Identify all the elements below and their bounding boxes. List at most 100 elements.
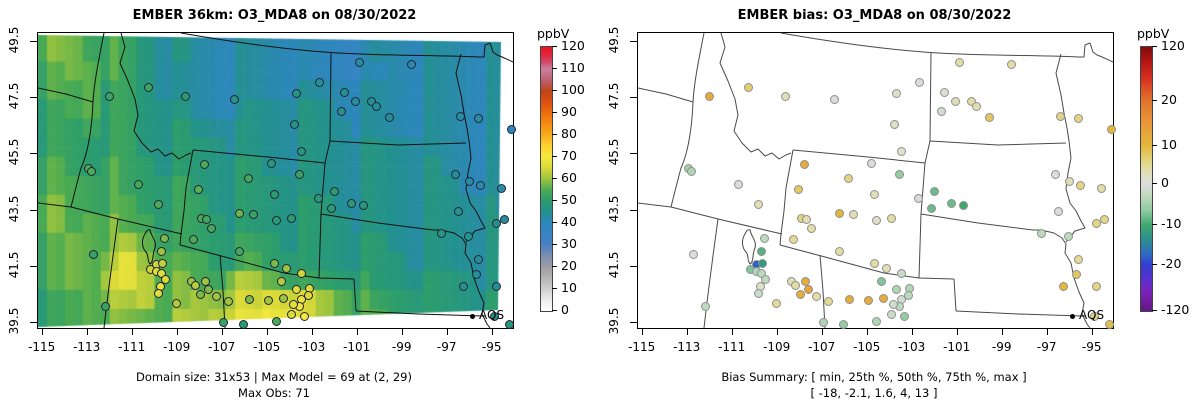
obs-site-marker[interactable] (296, 268, 306, 278)
obs-site-marker[interactable] (811, 291, 821, 301)
obs-site-marker[interactable] (299, 311, 309, 321)
obs-site-marker[interactable] (743, 82, 753, 92)
obs-site-marker[interactable] (458, 281, 468, 291)
obs-site-marker[interactable] (966, 96, 976, 106)
obs-site-marker[interactable] (795, 289, 805, 299)
obs-site-marker[interactable] (180, 91, 190, 101)
obs-site-marker[interactable] (1104, 319, 1114, 329)
obs-site-marker[interactable] (206, 223, 216, 233)
obs-site-marker[interactable] (958, 200, 968, 210)
obs-site-marker[interactable] (806, 223, 816, 233)
obs-site-marker[interactable] (276, 276, 286, 286)
obs-site-marker[interactable] (790, 280, 800, 290)
obs-site-marker[interactable] (271, 215, 281, 225)
obs-site-marker[interactable] (199, 159, 209, 169)
obs-site-marker[interactable] (203, 284, 213, 294)
obs-site-marker[interactable] (891, 88, 901, 98)
obs-site-marker[interactable] (291, 88, 301, 98)
obs-site-marker[interactable] (1006, 59, 1016, 69)
obs-site-marker[interactable] (489, 311, 499, 321)
obs-site-marker[interactable] (894, 169, 904, 179)
obs-site-marker[interactable] (788, 234, 798, 244)
bias-map[interactable]: AQS (637, 32, 1116, 329)
obs-site-marker[interactable] (450, 169, 460, 179)
obs-site-marker[interactable] (291, 284, 301, 294)
obs-site-marker[interactable] (269, 189, 279, 199)
obs-site-marker[interactable] (936, 106, 946, 116)
obs-site-marker[interactable] (869, 258, 879, 268)
obs-site-marker[interactable] (289, 119, 299, 129)
obs-site-marker[interactable] (339, 87, 349, 97)
obs-site-marker[interactable] (303, 290, 313, 300)
obs-site-marker[interactable] (153, 199, 163, 209)
obs-site-marker[interactable] (1071, 269, 1081, 279)
obs-site-marker[interactable] (286, 309, 296, 319)
obs-site-marker[interactable] (455, 111, 465, 121)
obs-site-marker[interactable] (286, 213, 296, 223)
obs-site-marker[interactable] (143, 82, 153, 92)
obs-site-marker[interactable] (844, 294, 854, 304)
obs-site-marker[interactable] (350, 96, 360, 106)
obs-site-marker[interactable] (818, 317, 828, 327)
obs-site-marker[interactable] (266, 158, 276, 168)
obs-site-marker[interactable] (753, 288, 763, 298)
obs-site-marker[interactable] (1058, 281, 1068, 291)
model-map[interactable]: AQS (37, 32, 516, 329)
obs-site-marker[interactable] (903, 290, 913, 300)
obs-site-marker[interactable] (913, 193, 923, 203)
obs-site-marker[interactable] (829, 94, 839, 104)
obs-site-marker[interactable] (464, 176, 474, 186)
obs-site-marker[interactable] (157, 258, 167, 268)
obs-site-marker[interactable] (757, 258, 767, 268)
obs-site-marker[interactable] (753, 199, 763, 209)
obs-site-marker[interactable] (288, 299, 298, 309)
obs-site-marker[interactable] (871, 215, 881, 225)
obs-site-marker[interactable] (358, 200, 368, 210)
obs-site-marker[interactable] (926, 203, 936, 213)
obs-site-marker[interactable] (1063, 231, 1073, 241)
obs-site-marker[interactable] (700, 301, 710, 311)
obs-site-marker[interactable] (499, 214, 509, 224)
obs-site-marker[interactable] (863, 295, 873, 305)
obs-site-marker[interactable] (704, 91, 714, 101)
obs-site-marker[interactable] (271, 316, 281, 326)
obs-site-marker[interactable] (939, 87, 949, 97)
obs-site-marker[interactable] (1091, 218, 1101, 228)
obs-site-marker[interactable] (823, 296, 833, 306)
obs-site-marker[interactable] (686, 166, 696, 176)
obs-site-marker[interactable] (896, 146, 906, 156)
obs-site-marker[interactable] (1055, 111, 1065, 121)
obs-site-marker[interactable] (88, 249, 98, 259)
obs-site-marker[interactable] (234, 208, 244, 218)
obs-site-marker[interactable] (229, 94, 239, 104)
obs-site-marker[interactable] (946, 198, 956, 208)
obs-site-marker[interactable] (843, 173, 853, 183)
obs-site-marker[interactable] (1106, 124, 1116, 134)
obs-site-marker[interactable] (881, 263, 891, 273)
obs-site-marker[interactable] (891, 284, 901, 294)
obs-site-marker[interactable] (86, 166, 96, 176)
obs-site-marker[interactable] (954, 57, 964, 67)
obs-site-marker[interactable] (346, 198, 356, 208)
obs-site-marker[interactable] (473, 113, 483, 123)
obs-site-marker[interactable] (278, 293, 288, 303)
obs-site-marker[interactable] (104, 91, 114, 101)
obs-site-marker[interactable] (760, 274, 770, 284)
obs-site-marker[interactable] (190, 280, 200, 290)
obs-site-marker[interactable] (899, 311, 909, 321)
obs-site-marker[interactable] (1089, 311, 1099, 321)
obs-site-marker[interactable] (336, 106, 346, 116)
obs-site-marker[interactable] (838, 319, 848, 329)
obs-site-marker[interactable] (188, 234, 198, 244)
obs-site-marker[interactable] (453, 206, 463, 216)
obs-site-marker[interactable] (193, 184, 203, 194)
obs-site-marker[interactable] (506, 124, 516, 134)
obs-site-marker[interactable] (1091, 281, 1101, 291)
obs-site-marker[interactable] (1073, 254, 1083, 264)
obs-site-marker[interactable] (384, 112, 394, 122)
obs-site-marker[interactable] (244, 294, 254, 304)
obs-site-marker[interactable] (878, 293, 888, 303)
obs-site-marker[interactable] (475, 180, 485, 190)
obs-site-marker[interactable] (871, 316, 881, 326)
obs-site-marker[interactable] (201, 214, 211, 224)
